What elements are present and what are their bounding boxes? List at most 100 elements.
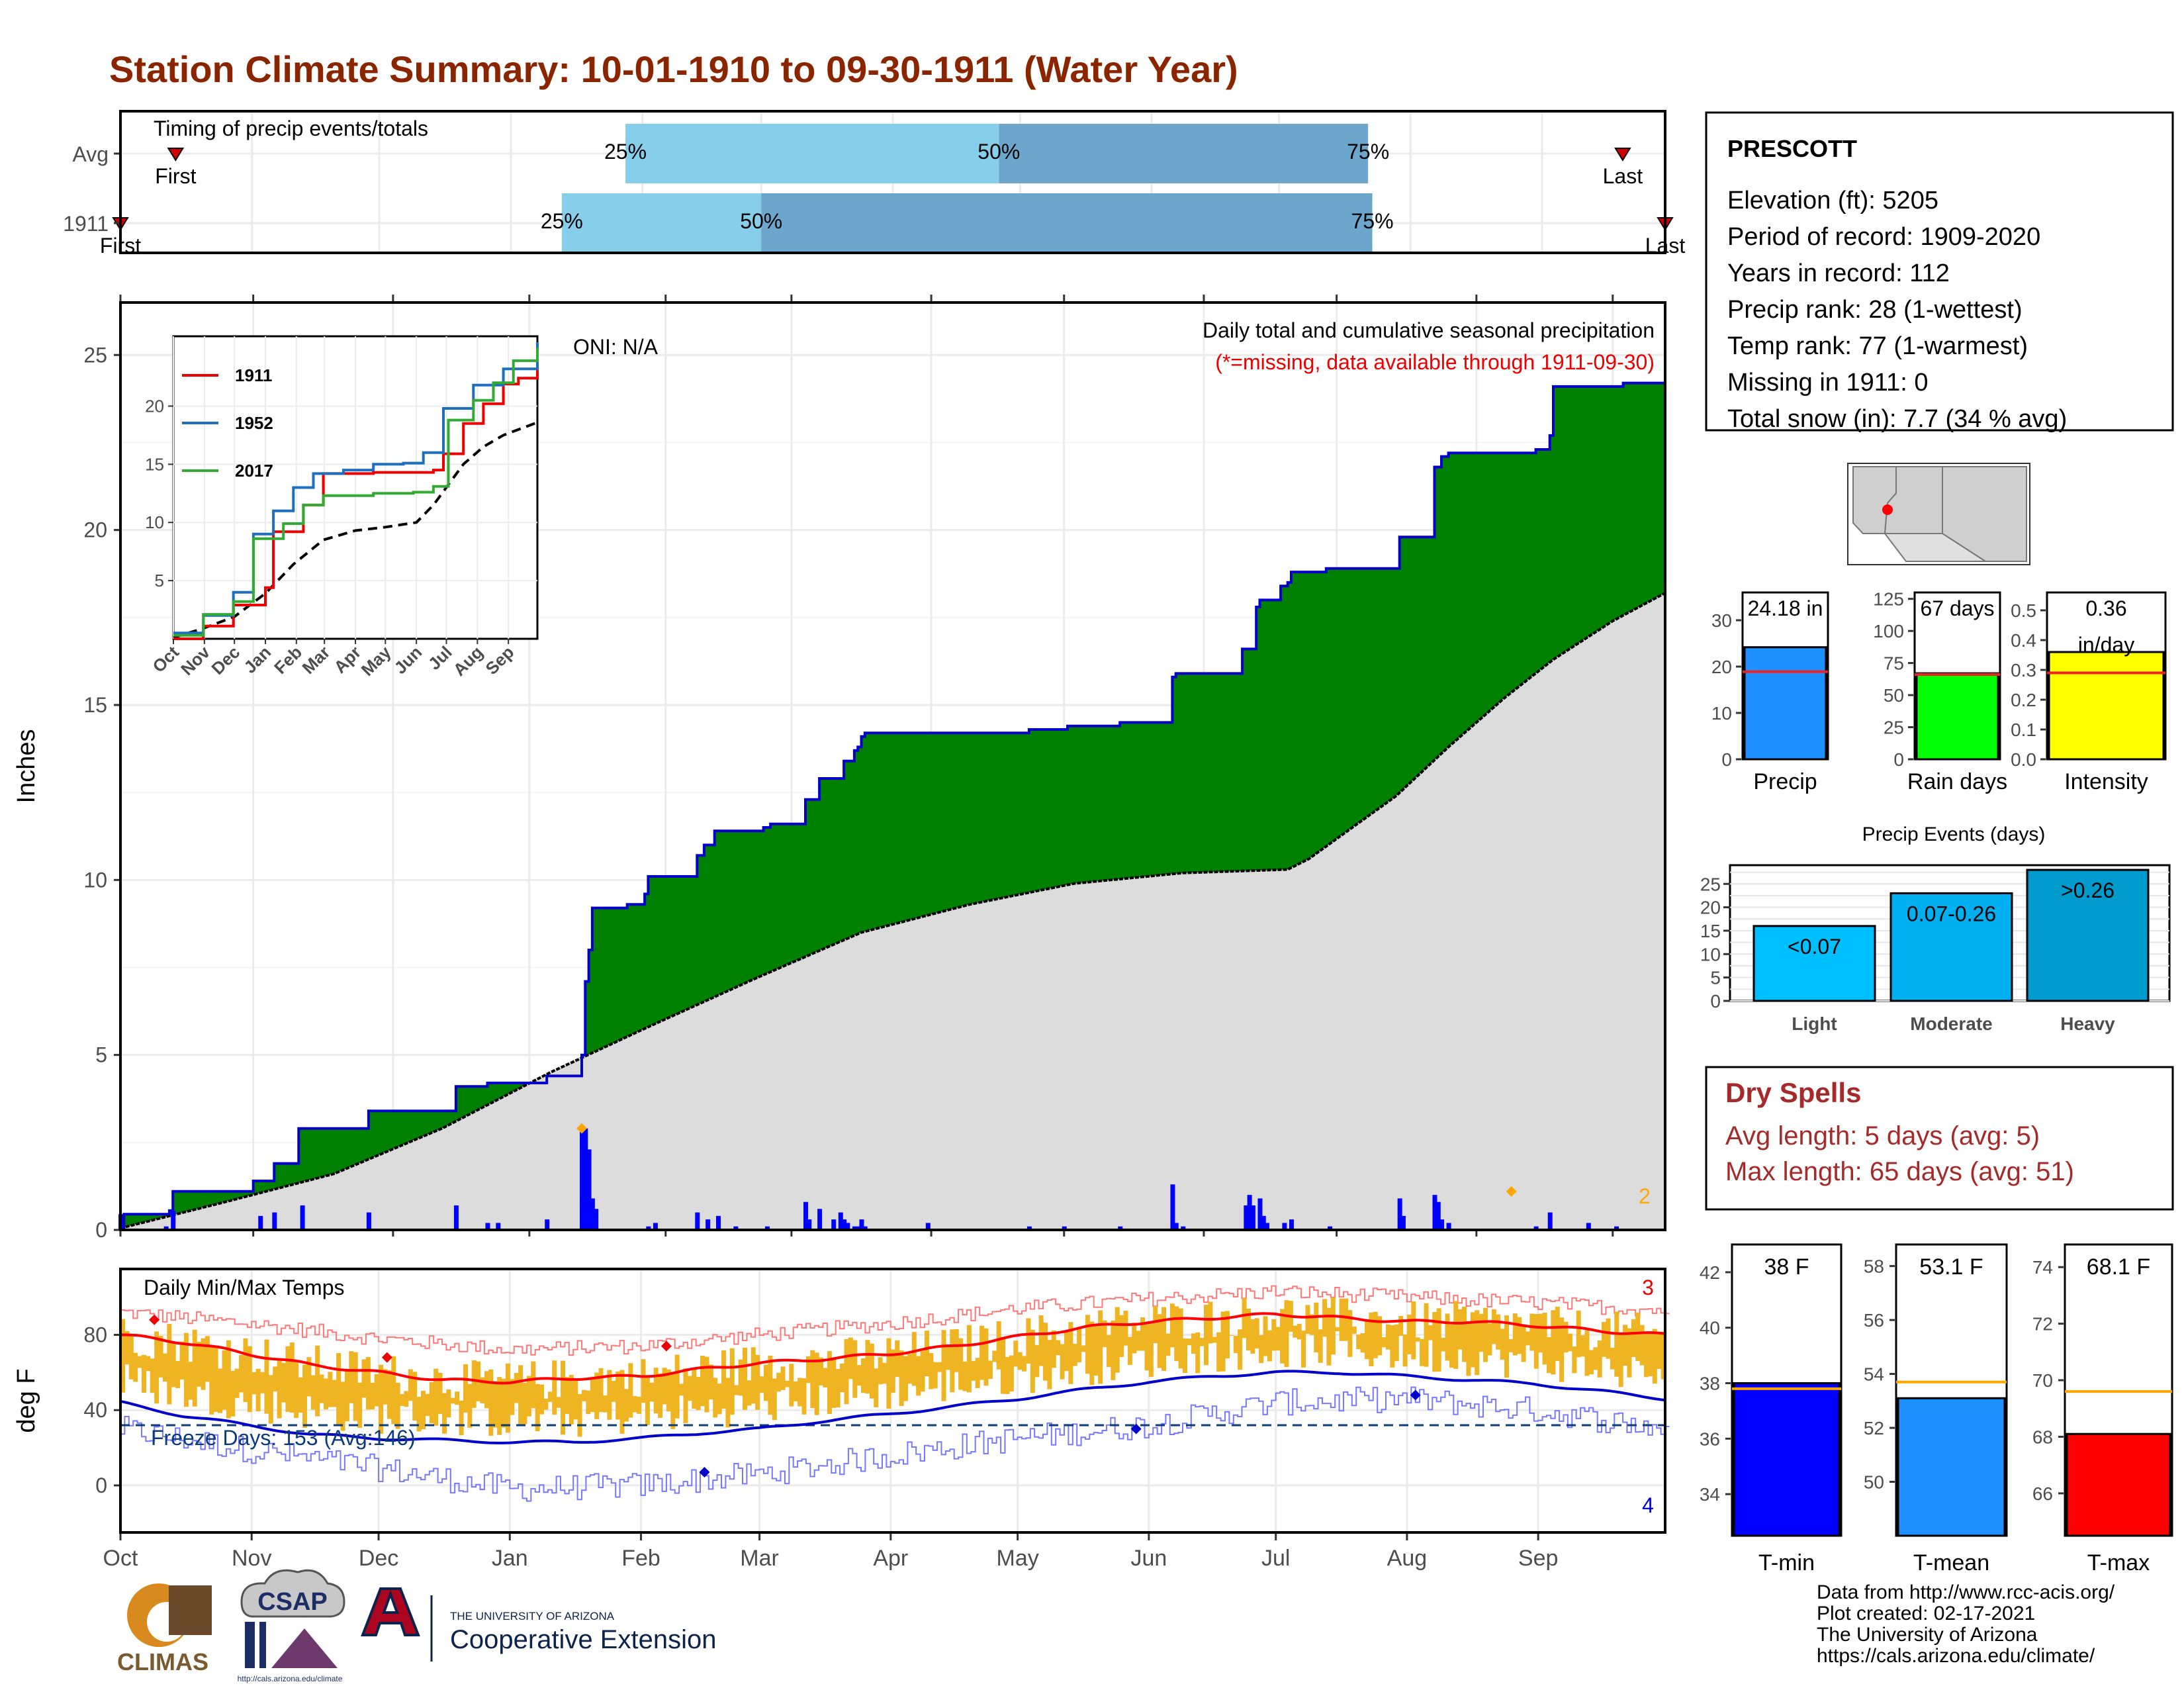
daily-temp-bar	[175, 1361, 181, 1389]
daily-temp-bar	[763, 1364, 768, 1401]
daily-temp-bar	[1208, 1301, 1213, 1344]
temp-summary-ytick-label: 66	[2032, 1483, 2053, 1504]
precip-summary-label: Rain days	[1907, 769, 2007, 794]
daily-temp-bar	[835, 1369, 841, 1408]
daily-temp-bar	[1462, 1306, 1467, 1362]
inset-ytick-label: 15	[145, 454, 164, 474]
daily-temp-bar	[484, 1371, 489, 1409]
daily-precip-bar	[1062, 1226, 1067, 1230]
daily-temp-bar	[365, 1356, 371, 1410]
precip-ytick-label: 15	[83, 693, 107, 717]
average-cumulative-area	[120, 592, 1665, 1230]
daily-temp-bar	[1203, 1304, 1208, 1366]
daily-temp-bar	[408, 1369, 413, 1401]
precip-summary-ytick-label: 0.4	[2011, 630, 2036, 651]
precip-summary-ytick-label: 75	[1884, 653, 1904, 674]
month-axis-label: Sep	[1518, 1546, 1559, 1571]
daily-temp-bar	[501, 1378, 506, 1428]
daily-temp-bar	[827, 1351, 832, 1415]
inset-ytick-label: 5	[155, 571, 164, 590]
daily-temp-bar	[357, 1382, 363, 1428]
last-event-label: Last	[1603, 164, 1643, 188]
oni-label: ONI: N/A	[573, 335, 659, 359]
daily-temp-bar	[950, 1329, 955, 1393]
temperature-chart: 0 40 80 Oct Nov Dec Jan Feb Mar Apr May Jun Jul Aug Se…	[13, 1268, 1670, 1571]
daily-precip-bar	[300, 1205, 305, 1230]
daily-temp-bar	[1597, 1340, 1602, 1378]
daily-max-marker	[576, 1123, 588, 1134]
daily-precip-bar	[1265, 1223, 1270, 1230]
daily-temp-bar	[547, 1391, 553, 1402]
daily-temp-bar	[1199, 1338, 1205, 1346]
daily-temp-bar	[929, 1352, 934, 1389]
daily-temp-bar	[492, 1381, 498, 1428]
daily-temp-bar	[662, 1368, 667, 1405]
daily-temp-bar	[1360, 1333, 1365, 1353]
daily-precip-bar	[733, 1226, 739, 1230]
daily-precip-bar	[453, 1205, 459, 1230]
temp-count-bottom: 4	[1642, 1493, 1654, 1517]
daily-precip-bar	[1257, 1198, 1263, 1230]
daily-temp-bar	[315, 1345, 320, 1417]
daily-precip-bar	[1432, 1195, 1437, 1230]
daily-temp-bar	[632, 1395, 637, 1413]
precip-summary-ytick-label: 50	[1884, 685, 1904, 706]
daily-temp-bar	[1301, 1331, 1306, 1368]
footer-credits: Data from http://www.rcc-acis.org/ Plot …	[1817, 1582, 2115, 1667]
daily-temp-bar	[742, 1347, 747, 1410]
record-low-line	[120, 1386, 1670, 1502]
daily-temp-bar	[277, 1360, 282, 1419]
logos: CLIMAS CSAP http://cals.arizona.edu/climat…	[117, 1569, 716, 1683]
temp-summary-ytick-label: 38	[1700, 1374, 1720, 1394]
daily-temp-bar	[704, 1356, 709, 1413]
daily-temp-bar	[819, 1357, 824, 1385]
daily-precip-bar	[496, 1223, 501, 1230]
daily-temp-bar	[1466, 1322, 1471, 1376]
precip-summary-label: Precip	[1753, 769, 1817, 794]
daily-temp-bar	[1263, 1316, 1268, 1356]
daily-temp-bar	[480, 1377, 485, 1404]
daily-temp-bar	[810, 1350, 815, 1408]
daily-temp-bar	[1479, 1313, 1484, 1352]
daily-temp-bar	[1657, 1332, 1662, 1369]
temp-summary-ytick-label: 40	[1700, 1318, 1720, 1338]
daily-temp-bar	[1038, 1315, 1044, 1366]
daily-temp-bar	[1432, 1312, 1437, 1372]
daily-temp-bar	[421, 1391, 426, 1429]
daily-temp-bar	[611, 1380, 616, 1402]
daily-temp-bar	[933, 1362, 938, 1389]
daily-precip-bar	[163, 1226, 169, 1230]
daily-temp-bar	[1406, 1314, 1412, 1354]
precip-summary-ytick-label: 100	[1873, 621, 1904, 641]
daily-temp-bar	[150, 1358, 155, 1393]
daily-temp-bar	[759, 1376, 764, 1393]
inset-average-line	[173, 421, 538, 639]
timing-title: Timing of precip events/totals	[154, 117, 428, 140]
precip-summary-ytick-label: 0.3	[2011, 660, 2036, 680]
daily-temp-bar	[1580, 1335, 1586, 1357]
timing-q25-label: 25%	[541, 209, 583, 233]
daily-temp-bar	[289, 1342, 295, 1413]
daily-temp-bar	[561, 1360, 566, 1435]
daily-temp-bar	[1309, 1314, 1314, 1335]
daily-temp-bar	[213, 1346, 218, 1412]
precip-events-ytick-label: 15	[1700, 921, 1721, 941]
daily-temp-bar	[556, 1397, 561, 1408]
inset-ytick-label: 20	[145, 396, 164, 416]
daily-temp-bar	[911, 1332, 917, 1386]
daily-temp-bar	[1525, 1331, 1530, 1346]
daily-temp-bar	[302, 1364, 307, 1428]
precip-ytick-label: 20	[83, 518, 107, 542]
daily-temp-bar	[962, 1361, 968, 1391]
daily-temp-bar	[692, 1368, 697, 1409]
station-info-box	[1705, 111, 2174, 432]
station-info-line: Missing in 1911: 0	[1727, 369, 1928, 397]
record-tmax-marker	[149, 1314, 160, 1325]
last-event-marker	[1614, 148, 1631, 162]
record-tmax-marker	[660, 1340, 672, 1352]
precip-summary-ytick-label: 30	[1711, 610, 1732, 631]
timing-row-label: Avg	[72, 142, 109, 166]
daily-temp-bar	[983, 1328, 989, 1386]
precip-summary-ytick-label: 125	[1873, 589, 1904, 610]
inset-legend-label: 1911	[235, 365, 272, 385]
